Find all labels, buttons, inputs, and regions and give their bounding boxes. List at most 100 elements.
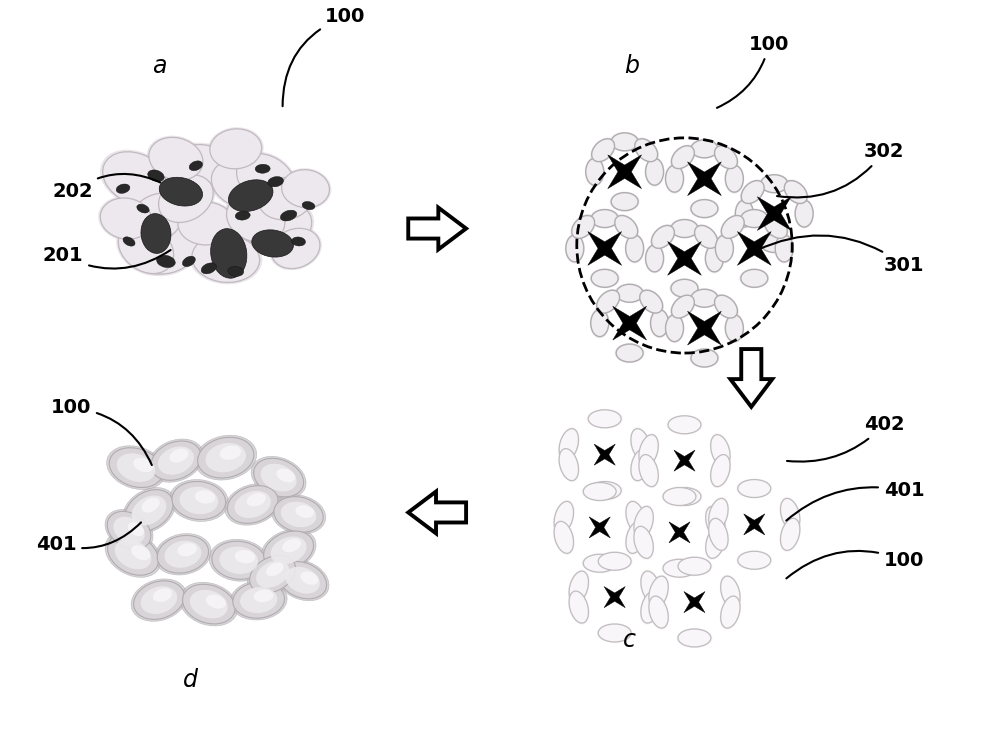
Ellipse shape: [590, 268, 620, 288]
Ellipse shape: [271, 537, 307, 564]
Ellipse shape: [570, 214, 596, 240]
Ellipse shape: [256, 176, 315, 221]
PathPatch shape: [594, 444, 615, 465]
Ellipse shape: [159, 177, 203, 206]
Ellipse shape: [558, 447, 580, 482]
PathPatch shape: [589, 517, 610, 538]
Ellipse shape: [107, 446, 165, 490]
Ellipse shape: [638, 453, 659, 488]
Ellipse shape: [554, 521, 574, 553]
Ellipse shape: [634, 507, 653, 539]
Ellipse shape: [592, 139, 615, 162]
Ellipse shape: [250, 203, 312, 254]
Ellipse shape: [587, 409, 623, 429]
Ellipse shape: [708, 497, 729, 532]
Ellipse shape: [649, 576, 668, 608]
Ellipse shape: [640, 290, 663, 313]
Ellipse shape: [670, 144, 696, 170]
Ellipse shape: [569, 571, 588, 603]
Ellipse shape: [720, 575, 741, 610]
Ellipse shape: [148, 439, 203, 482]
Text: 302: 302: [777, 142, 904, 197]
Ellipse shape: [559, 429, 579, 461]
Text: 202: 202: [53, 174, 160, 201]
Ellipse shape: [151, 441, 201, 480]
Ellipse shape: [764, 216, 787, 238]
Ellipse shape: [280, 210, 297, 221]
Ellipse shape: [182, 256, 195, 267]
Ellipse shape: [663, 559, 696, 577]
Ellipse shape: [269, 226, 322, 270]
Ellipse shape: [715, 146, 737, 169]
Ellipse shape: [131, 579, 187, 622]
Ellipse shape: [211, 158, 280, 210]
Ellipse shape: [590, 209, 620, 229]
Ellipse shape: [100, 150, 172, 208]
Ellipse shape: [705, 245, 723, 272]
Ellipse shape: [590, 308, 610, 338]
Ellipse shape: [779, 517, 801, 552]
Ellipse shape: [230, 581, 287, 620]
Ellipse shape: [720, 214, 745, 240]
Ellipse shape: [224, 193, 287, 244]
Ellipse shape: [709, 518, 728, 550]
Ellipse shape: [137, 205, 149, 213]
Ellipse shape: [667, 487, 702, 507]
Ellipse shape: [741, 269, 768, 287]
Ellipse shape: [735, 200, 753, 227]
Ellipse shape: [276, 560, 329, 601]
Ellipse shape: [148, 170, 164, 182]
Ellipse shape: [250, 556, 296, 593]
Ellipse shape: [741, 180, 764, 204]
Ellipse shape: [195, 435, 257, 480]
Text: a: a: [152, 54, 166, 78]
Ellipse shape: [247, 553, 298, 595]
Ellipse shape: [209, 156, 283, 211]
Ellipse shape: [630, 427, 651, 463]
Ellipse shape: [695, 226, 717, 248]
Ellipse shape: [568, 570, 590, 605]
Ellipse shape: [282, 539, 301, 552]
Ellipse shape: [118, 224, 174, 273]
Ellipse shape: [280, 168, 331, 209]
Ellipse shape: [616, 344, 643, 362]
Ellipse shape: [709, 498, 728, 531]
PathPatch shape: [688, 162, 721, 196]
Ellipse shape: [206, 594, 226, 608]
Ellipse shape: [132, 496, 166, 526]
Ellipse shape: [725, 314, 743, 342]
PathPatch shape: [684, 592, 705, 613]
Ellipse shape: [261, 529, 316, 572]
Ellipse shape: [582, 553, 618, 573]
Ellipse shape: [666, 165, 683, 192]
Ellipse shape: [113, 517, 145, 544]
Ellipse shape: [671, 295, 694, 318]
Ellipse shape: [233, 582, 285, 618]
Ellipse shape: [155, 534, 211, 575]
Ellipse shape: [117, 453, 155, 482]
Ellipse shape: [631, 429, 650, 461]
Ellipse shape: [615, 216, 638, 238]
Ellipse shape: [761, 174, 788, 193]
Ellipse shape: [559, 449, 579, 481]
Ellipse shape: [740, 180, 765, 205]
Ellipse shape: [738, 479, 771, 498]
PathPatch shape: [757, 196, 791, 230]
Ellipse shape: [240, 587, 277, 613]
Ellipse shape: [252, 230, 293, 257]
Ellipse shape: [300, 572, 319, 585]
Ellipse shape: [159, 174, 213, 223]
Ellipse shape: [597, 623, 633, 643]
Ellipse shape: [157, 255, 175, 268]
Ellipse shape: [708, 517, 729, 552]
Ellipse shape: [720, 594, 741, 630]
Ellipse shape: [276, 468, 295, 482]
Ellipse shape: [736, 479, 772, 498]
Ellipse shape: [693, 224, 719, 250]
Text: 100: 100: [786, 550, 924, 578]
Ellipse shape: [670, 218, 699, 238]
Ellipse shape: [295, 505, 314, 518]
Ellipse shape: [648, 594, 669, 630]
Ellipse shape: [711, 454, 730, 487]
Ellipse shape: [105, 509, 153, 551]
